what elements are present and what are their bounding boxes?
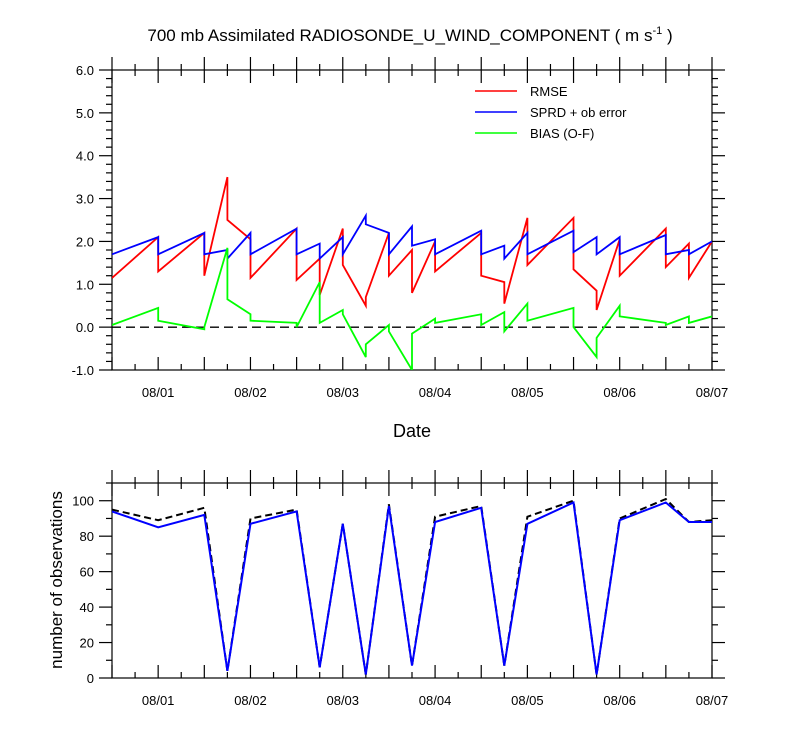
y-axis-label-observations: number of observations [47,491,66,669]
top-y-tick-label: 6.0 [76,63,94,78]
chart-title: 700 mb Assimilated RADIOSONDE_U_WIND_COM… [147,25,672,45]
top-y-tick-label: 1.0 [76,277,94,292]
top-y-tick-label: 3.0 [76,192,94,207]
top-x-tick-label: 08/07 [696,385,729,400]
bottom-y-tick-label: 0 [87,671,94,686]
top-x-tick-label: 08/02 [234,385,267,400]
x-axis-label: Date [393,421,431,441]
bottom-plot-frame [111,482,713,679]
bottom-plot-ticks: 08/01 08/02 08/03 08/04 08/05 08/06 08/07 0 20 40… [72,470,728,708]
top-series-sprd-ob-error [112,212,712,261]
top-y-tick-label: -1.0 [72,363,94,378]
top-series-bias-o-f [112,247,712,370]
top-x-tick-label: 08/06 [603,385,636,400]
chart-title-main: 700 mb Assimilated RADIOSONDE_U_WIND_COM… [147,26,652,45]
top-x-tick-label: 08/04 [419,385,452,400]
top-series-rmse [112,176,712,311]
bottom-x-tick-label: 08/05 [511,693,544,708]
bottom-x-tick-label: 08/02 [234,693,267,708]
legend: RMSE SPRD + ob error BIAS (O-F) [475,84,627,141]
bottom-series-assimilated-observations [112,501,712,675]
top-plot-series [112,176,712,370]
bottom-x-tick-label: 08/06 [603,693,636,708]
top-x-tick-label: 08/03 [326,385,359,400]
bottom-y-tick-label: 100 [72,494,94,509]
bottom-x-tick-label: 08/07 [696,693,729,708]
bottom-x-tick-label: 08/04 [419,693,452,708]
legend-label-bias: BIAS (O-F) [530,126,594,141]
top-y-tick-label: 4.0 [76,149,94,164]
top-x-tick-label: 08/01 [142,385,175,400]
chart-title-superscript: -1 [652,25,662,37]
top-y-tick-label: 2.0 [76,234,94,249]
top-y-tick-label: 5.0 [76,106,94,121]
top-plot: 08/01 08/02 08/03 08/04 08/05 08/06 08/07 -1.0 0… [72,57,729,441]
bottom-y-tick-label: 40 [80,600,94,615]
bottom-y-tick-label: 60 [80,565,94,580]
top-plot-ticks: 08/01 08/02 08/03 08/04 08/05 08/06 08/07 -1.0 0… [72,57,729,400]
legend-label-rmse: RMSE [530,84,568,99]
legend-label-sprd: SPRD + ob error [530,105,627,120]
bottom-plot: 08/01 08/02 08/03 08/04 08/05 08/06 08/07 0 20 40… [47,470,728,708]
bottom-series-possible-observations [112,497,712,675]
top-x-tick-label: 08/05 [511,385,544,400]
bottom-y-tick-label: 80 [80,529,94,544]
bottom-y-tick-label: 20 [80,636,94,651]
bottom-plot-series [112,497,712,675]
chart-title-end: ) [662,26,672,45]
bottom-x-tick-label: 08/01 [142,693,175,708]
bottom-x-tick-label: 08/03 [326,693,359,708]
top-y-tick-label: 0.0 [76,320,94,335]
